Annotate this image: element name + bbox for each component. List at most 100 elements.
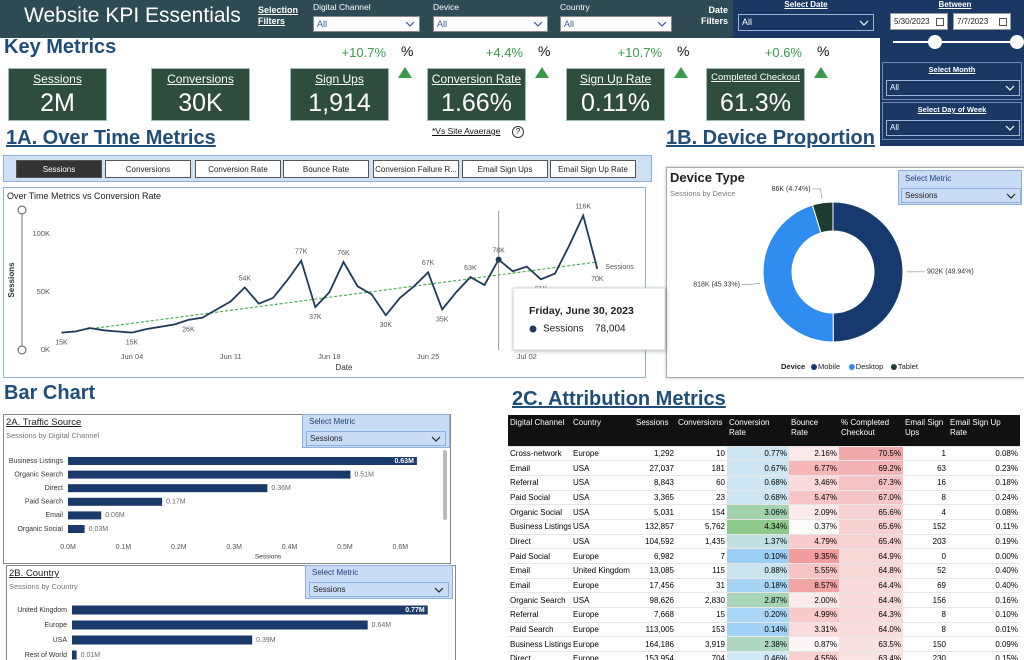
dropdown[interactable]: Sessions [309, 582, 449, 597]
table-cell: 0.08% [948, 504, 1020, 520]
table-cell: Business Listings [508, 636, 571, 653]
attribution-table: Digital Channel Country Sessions Conversion… [508, 415, 1020, 660]
column-header[interactable]: Bounce Rate [789, 415, 839, 447]
dropdown[interactable]: Sessions [901, 188, 1021, 203]
table-cell: 1,292 [634, 446, 676, 462]
table-cell: 5,031 [634, 504, 676, 520]
tab-button[interactable]: Conversion Failure R... [373, 160, 459, 178]
table-cell: 4.79% [789, 534, 839, 550]
column-header[interactable]: Email Sign Up Rate [948, 415, 1020, 447]
column-header[interactable]: Sessions [634, 415, 676, 447]
help-icon[interactable]: ? [512, 126, 524, 138]
column-header[interactable]: Digital Channel [508, 415, 571, 447]
table-cell: 1,435 [676, 534, 727, 550]
table-cell: 69.2% [839, 460, 903, 476]
table-cell: 3.31% [789, 622, 839, 638]
table-cell: 2,830 [676, 592, 727, 609]
dropdown-value: All [437, 19, 448, 29]
chevron-path [405, 21, 415, 27]
table-cell: 67.3% [839, 475, 903, 491]
dropdown[interactable]: All [433, 16, 548, 32]
table-cell: 2.87% [727, 592, 789, 609]
date-filters: Date Filters [700, 5, 728, 26]
chart-card [666, 167, 1024, 378]
table-cell: 153 [676, 622, 727, 638]
kpi-up-arrow [398, 67, 412, 78]
table-cell: 0.16% [948, 592, 1020, 609]
dropdown[interactable]: All [886, 80, 1020, 96]
table-cell: Referral [508, 607, 571, 623]
column-header[interactable]: Conversions [676, 415, 727, 447]
chevron [434, 587, 444, 593]
table-cell: 63 [903, 460, 948, 476]
table-cell: 60 [676, 475, 727, 491]
chevron-path [1005, 125, 1015, 131]
table-cell: Direct [508, 651, 571, 660]
filter-label: Device [433, 2, 459, 12]
table-cell: 0.67% [727, 460, 789, 476]
table-row: Paid Social Europe 6,982 7 0.10% 9.35% 64.9% 0 0… [508, 548, 1020, 564]
tab-button[interactable]: Sessions [16, 160, 102, 178]
kpi-label: Conversions [167, 72, 234, 86]
table-row: Organic Social USA 5,031 154 3.06% 2.09% 65.6%… [508, 504, 1020, 520]
table-cell: Business Listings [508, 519, 571, 535]
chart-card [3, 187, 646, 378]
table-row: Direct USA 104,592 1,435 1.37% 4.79% 65.4% 203 0… [508, 534, 1020, 550]
dashboard-title: Website KPI Essentials [24, 4, 241, 27]
table-cell: Europe [571, 578, 634, 594]
table-cell: 52 [903, 563, 948, 579]
section-title: 2C. Attribution Metrics [512, 388, 726, 410]
dropdown[interactable]: All [560, 16, 672, 32]
table-cell: Paid Search [508, 622, 571, 638]
column-header[interactable]: % Completed Checkout [839, 415, 903, 447]
table-row: Paid Social USA 3,365 23 0.68% 5.47% 67.0% 8 0.2… [508, 490, 1020, 506]
table-row: Direct Europe 153,954 704 0.46% 4.55% 63.4% 230… [508, 651, 1020, 660]
table-cell: 65.6% [839, 504, 903, 520]
table-cell: 0.87% [789, 636, 839, 653]
table-cell: 0.88% [727, 563, 789, 579]
chart-subtitle: Sessions by Device [670, 189, 736, 198]
table-cell: USA [571, 475, 634, 491]
chevron [1006, 193, 1016, 199]
table-cell: 16 [903, 475, 948, 491]
table-cell: 64.9% [839, 548, 903, 564]
tab-button[interactable]: Conversions [105, 160, 191, 178]
table-cell: 17,456 [634, 578, 676, 594]
tab-button[interactable]: Email Sign Ups [462, 160, 548, 178]
date-input[interactable]: 5/30/2023 [890, 13, 948, 30]
kpi-up-arrow [674, 67, 688, 78]
table-cell: 8 [903, 607, 948, 623]
table-cell: 0.11% [948, 519, 1020, 535]
kpi-card: Completed Checkout 61.3% [706, 68, 805, 121]
kpi-card: Conversion Rate 1.66% [427, 68, 526, 121]
tab-button[interactable]: Conversion Rate [195, 160, 281, 178]
tab-button[interactable]: Email Sign Up Rate [550, 160, 636, 178]
dropdown-value: Sessions [313, 585, 346, 594]
table-cell: 27,037 [634, 460, 676, 476]
dropdown[interactable]: All [313, 16, 420, 32]
section-title: Key Metrics [4, 36, 117, 58]
chevron-path [434, 587, 444, 593]
calendar-icon [936, 18, 944, 26]
date-input[interactable]: 7/7/2023 [953, 13, 1011, 30]
table-cell: 4.55% [789, 651, 839, 660]
column-header[interactable]: Country [571, 415, 634, 447]
chevron-path [1005, 85, 1015, 91]
column-header[interactable]: Conversion Rate [727, 415, 789, 447]
dropdown[interactable]: All [738, 14, 874, 31]
filter-label: Country [560, 2, 590, 12]
chevron [657, 21, 667, 27]
table-cell: 4.99% [789, 607, 839, 623]
table-row: Referral USA 8,843 60 0.68% 3.46% 67.3% 16 0.18% [508, 475, 1020, 491]
table-cell: 1.37% [727, 534, 789, 550]
dropdown[interactable]: Sessions [306, 431, 446, 446]
section-title: 1B. Device Proportion [666, 127, 875, 149]
chevron-path [1006, 193, 1016, 199]
dropdown[interactable]: All [886, 120, 1020, 136]
table-cell: 181 [676, 460, 727, 476]
tab-button[interactable]: Bounce Rate [283, 160, 369, 178]
chart-subtitle: Sessions by Country [9, 582, 78, 591]
table-cell: 3.46% [789, 475, 839, 491]
table-row: Email United Kingdom 13,085 115 0.88% 5.55% 64… [508, 563, 1020, 579]
column-header[interactable]: Email Sign Ups [903, 415, 948, 447]
